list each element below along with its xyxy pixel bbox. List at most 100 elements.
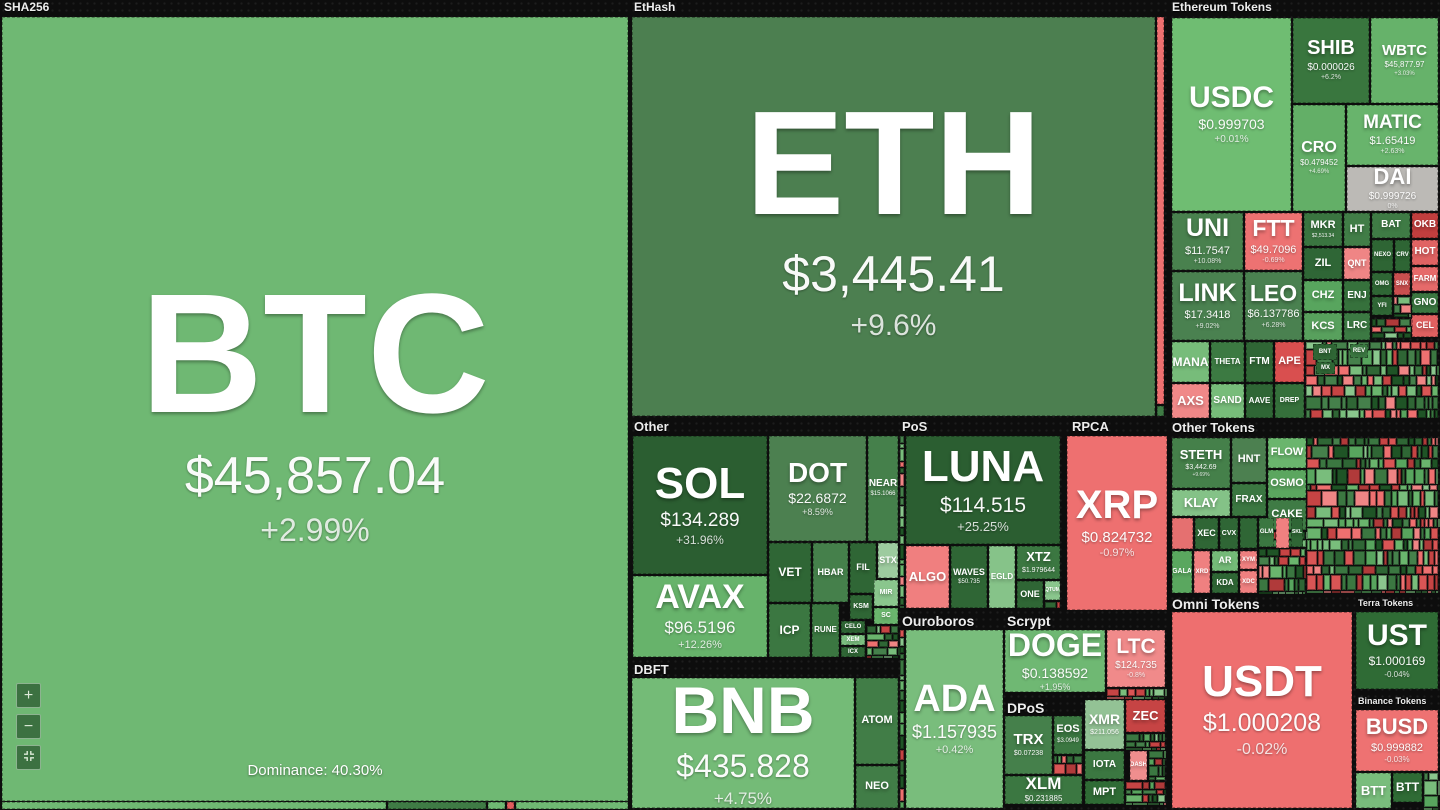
mini-cell[interactable] — [1392, 491, 1397, 506]
mini-cell[interactable] — [1143, 789, 1156, 794]
mini-cell[interactable] — [1317, 575, 1324, 590]
mini-cell[interactable] — [900, 586, 904, 598]
mini-cell[interactable] — [1408, 540, 1413, 551]
mini-cell[interactable] — [1377, 575, 1387, 590]
cell-yfi[interactable]: YFI — [1372, 297, 1392, 315]
mini-cell[interactable] — [1424, 796, 1438, 807]
mini-cell[interactable] — [1428, 468, 1436, 484]
mini-cell[interactable] — [1390, 506, 1398, 518]
cell-ftt[interactable]: FTT $49.7096 -0.69% — [1245, 213, 1302, 270]
mini-cell[interactable] — [1149, 777, 1156, 780]
mini-cell[interactable] — [900, 564, 904, 577]
heatmap-cell[interactable] — [1157, 406, 1164, 416]
mini-cell[interactable] — [1274, 556, 1278, 565]
mini-cell[interactable] — [867, 641, 878, 648]
mini-cell[interactable] — [1406, 326, 1411, 332]
mini-cell[interactable] — [1406, 506, 1410, 518]
mini-cell[interactable] — [1263, 565, 1269, 579]
mini-cell[interactable] — [1428, 445, 1432, 458]
mini-cell[interactable] — [1342, 458, 1356, 468]
mini-cell[interactable] — [1331, 506, 1339, 518]
mini-cell[interactable] — [1422, 566, 1432, 575]
mini-cell[interactable] — [1408, 491, 1412, 506]
mini-cell[interactable] — [1155, 758, 1162, 766]
mini-cell[interactable] — [900, 443, 904, 449]
mini-cell[interactable] — [1359, 518, 1369, 528]
mini-cell[interactable] — [1360, 468, 1364, 484]
mini-cell[interactable] — [1142, 794, 1149, 802]
mini-cell[interactable] — [1349, 365, 1362, 376]
cell-cro[interactable]: CRO $0.479452 +4.69% — [1293, 105, 1345, 211]
mini-cell[interactable] — [1149, 794, 1153, 802]
mini-cell[interactable] — [1140, 734, 1144, 741]
mini-cell[interactable] — [1382, 506, 1390, 518]
heatmap-cell[interactable] — [1172, 518, 1193, 549]
cell-avax[interactable]: AVAX $96.5196 +12.26% — [633, 576, 767, 657]
group-header-terra-tokens[interactable]: Terra Tokens — [1358, 598, 1414, 608]
mini-cell[interactable] — [1324, 518, 1339, 528]
mini-cell[interactable] — [1410, 518, 1416, 528]
mini-cell[interactable] — [1376, 506, 1382, 518]
mini-cell[interactable] — [1145, 696, 1152, 699]
mini-cell[interactable] — [1400, 575, 1406, 590]
mini-cell[interactable] — [900, 653, 904, 660]
mini-cell[interactable] — [1421, 458, 1431, 468]
group-header-sha256[interactable]: SHA256 — [4, 0, 50, 14]
cell-rune[interactable]: RUNE — [812, 604, 839, 657]
mini-cell[interactable] — [1404, 540, 1408, 551]
heatmap-cell[interactable] — [516, 802, 628, 809]
mini-cell[interactable] — [1314, 566, 1321, 575]
cell-btt[interactable]: BTT — [1393, 773, 1422, 802]
mini-cell[interactable] — [1355, 438, 1364, 445]
mini-cell[interactable] — [1154, 734, 1158, 741]
mini-cell[interactable] — [1391, 409, 1397, 418]
mini-cell[interactable] — [1345, 385, 1355, 396]
cell-chz[interactable]: CHZ — [1304, 281, 1342, 311]
cell-bnt[interactable]: BNT — [1313, 344, 1337, 360]
group-header-ouroboros[interactable]: Ouroboros — [902, 613, 975, 629]
mini-cell[interactable] — [1259, 549, 1266, 556]
mini-cell[interactable] — [1154, 689, 1164, 696]
mini-cell[interactable] — [1421, 342, 1426, 349]
mini-cell[interactable] — [1163, 802, 1166, 805]
mini-cell[interactable] — [1332, 385, 1345, 396]
mini-cell[interactable] — [900, 577, 904, 586]
mini-cell[interactable] — [1311, 484, 1316, 491]
mini-cell[interactable] — [1380, 349, 1387, 365]
cell-egld[interactable]: EGLD — [989, 546, 1015, 608]
mini-cell[interactable] — [1428, 438, 1432, 445]
mini-cell[interactable] — [1430, 484, 1437, 491]
mini-cell[interactable] — [867, 648, 873, 656]
mini-cell[interactable] — [1437, 780, 1440, 796]
mini-cell[interactable] — [1146, 741, 1150, 748]
cell-iota[interactable]: IOTA — [1085, 751, 1124, 779]
mini-cell[interactable] — [1437, 484, 1440, 491]
heatmap-cell[interactable] — [488, 802, 505, 809]
mini-cell[interactable] — [900, 517, 904, 527]
mini-cell[interactable] — [1412, 445, 1417, 458]
mini-cell[interactable] — [1154, 782, 1165, 789]
cell-mir[interactable]: MIR — [874, 580, 898, 606]
heatmap-cell[interactable] — [1276, 518, 1289, 548]
mini-cell[interactable] — [1369, 438, 1379, 445]
mini-cell[interactable] — [1162, 734, 1165, 741]
mini-cell[interactable] — [1394, 540, 1404, 551]
mini-cell[interactable] — [1307, 468, 1316, 484]
mini-cell[interactable] — [1388, 385, 1392, 396]
mini-cell[interactable] — [1349, 438, 1355, 445]
mini-cell[interactable] — [1066, 763, 1076, 774]
mini-cell[interactable] — [1316, 484, 1332, 491]
cell-crv[interactable]: CRV — [1395, 240, 1410, 271]
cell-xem[interactable]: XEM — [841, 635, 865, 645]
mini-cell[interactable] — [1126, 789, 1131, 794]
mini-cell[interactable] — [1307, 590, 1324, 593]
mini-cell[interactable] — [884, 633, 892, 641]
mini-cell[interactable] — [1307, 438, 1313, 445]
mini-cell[interactable] — [1418, 506, 1426, 518]
mini-cell[interactable] — [1126, 802, 1133, 805]
mini-cell[interactable] — [1418, 575, 1427, 590]
mini-cell[interactable] — [1405, 590, 1416, 593]
cell-ksm[interactable]: KSM — [850, 595, 872, 619]
mini-cell[interactable] — [1158, 794, 1165, 802]
cell-rev[interactable]: REV — [1350, 344, 1368, 358]
